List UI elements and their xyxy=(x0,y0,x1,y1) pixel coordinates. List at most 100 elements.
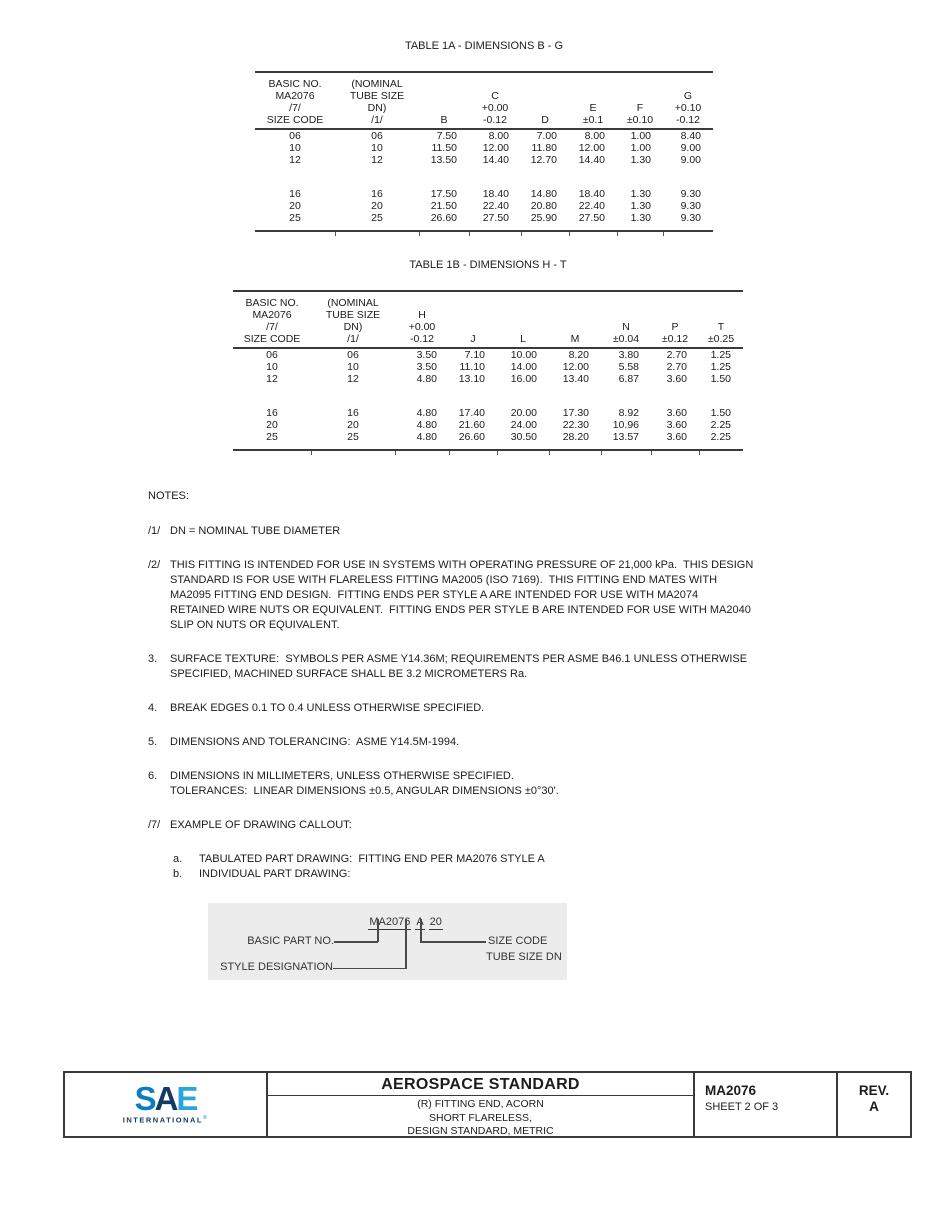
table-cell: 10 xyxy=(347,361,359,373)
table-cell: 3.50 xyxy=(416,349,437,361)
table-cell: 9.00 xyxy=(680,142,701,154)
callout-line xyxy=(334,941,378,943)
column-header: C +0.00 -0.12 xyxy=(469,72,521,130)
table-cell: 20 xyxy=(266,419,278,431)
note-item: 5. DIMENSIONS AND TOLERANCING: ASME Y14.5… xyxy=(148,735,893,750)
table-cell: 13.50 xyxy=(430,154,457,166)
note-item: 3. SURFACE TEXTURE: SYMBOLS PER ASME Y14.… xyxy=(148,652,893,682)
table-cell: 9.30 xyxy=(680,212,701,224)
note-number: 3. xyxy=(148,653,158,665)
table-cell: 12 xyxy=(289,154,301,166)
table-cell: 1.50 xyxy=(710,407,731,419)
note-text: DIMENSIONS AND TOLERANCING: ASME Y14.5M-… xyxy=(170,736,460,748)
subnote-text: INDIVIDUAL PART DRAWING: xyxy=(199,868,351,880)
table-cell: 25 xyxy=(347,431,359,443)
note-number: 5. xyxy=(148,736,158,748)
table-cell: 26.60 xyxy=(430,212,457,224)
table-cell: 12.00 xyxy=(562,361,589,373)
table-cell: 8.92 xyxy=(618,407,639,419)
table-cell: 10.96 xyxy=(612,419,639,431)
subnote-letter: b. xyxy=(173,868,183,880)
table-cell: 1.25 xyxy=(710,361,731,373)
table-cell: 1.30 xyxy=(630,154,651,166)
table-row: 25 25 4.80 26.60 30.50 28.20 13.57 3.60 2.25 xyxy=(233,431,743,443)
table-row: 06 06 7.50 8.00 7.00 8.00 1.00 8.40 xyxy=(255,129,713,142)
column-tick xyxy=(394,449,449,455)
table-cell: 3.60 xyxy=(666,407,687,419)
column-header: F ±0.10 xyxy=(617,72,663,130)
table-cell: 4.80 xyxy=(416,407,437,419)
doc-number: MA2076 xyxy=(705,1083,757,1098)
note-text: THIS FITTING IS INTENDED FOR USE IN SYST… xyxy=(170,559,754,631)
column-header: T ±0.25 xyxy=(699,291,743,349)
table-cell: 2.70 xyxy=(666,361,687,373)
table-cell: 20 xyxy=(289,200,301,212)
note-number: /1/ xyxy=(148,525,161,537)
sae-logo-letter: S xyxy=(134,1080,157,1118)
column-tick xyxy=(568,230,617,236)
column-header: BASIC NO. MA2076 /7/ SIZE CODE xyxy=(255,72,335,130)
column-tick xyxy=(662,230,713,236)
callout-size-token: 20 xyxy=(428,916,443,930)
table-cell: 12.00 xyxy=(482,142,509,154)
table-cell: 06 xyxy=(347,349,359,361)
callout-label-basic: BASIC PART NO. xyxy=(247,935,334,947)
table-cell: 7.10 xyxy=(464,349,485,361)
table-row: 12 12 13.50 14.40 12.70 14.40 1.30 9.00 xyxy=(255,154,713,166)
note-text: SURFACE TEXTURE: SYMBOLS PER ASME Y14.36… xyxy=(170,653,748,680)
table-cell: 10 xyxy=(266,361,278,373)
note-item: /1/DN = NOMINAL TUBE DIAMETER xyxy=(148,524,893,539)
table-cell: 16 xyxy=(289,188,301,200)
table-header-row: BASIC NO. MA2076 /7/ SIZE CODE (NOMINAL T… xyxy=(255,72,713,130)
table-cell: 4.80 xyxy=(416,419,437,431)
table-1b-title: TABLE 1B - DIMENSIONS H - T xyxy=(409,259,567,271)
table-padding-row xyxy=(255,224,713,231)
table-cell: 1.00 xyxy=(630,142,651,154)
callout-diagram: MA2076A20 BASIC PART NO. STYLE DESIGNATI… xyxy=(208,903,567,980)
column-header: N ±0.04 xyxy=(601,291,651,349)
sae-logo-subtext: INTERNATIONAL® xyxy=(122,1115,209,1125)
notes-section: NOTES: /1/DN = NOMINAL TUBE DIAMETER/2/T… xyxy=(148,489,893,882)
footer-title: AEROSPACE STANDARD xyxy=(268,1073,693,1096)
table-cell: 06 xyxy=(371,130,383,142)
column-tick xyxy=(496,449,549,455)
table-padding-row xyxy=(233,443,743,450)
table-cell: 24.00 xyxy=(510,419,537,431)
table-row: 10 10 3.50 11.10 14.00 12.00 5.58 2.70 1.25 xyxy=(233,361,743,373)
table-cell: 30.50 xyxy=(510,431,537,443)
table-cell: 10 xyxy=(371,142,383,154)
table-cell: 12 xyxy=(371,154,383,166)
footer-number-cell: MA2076 SHEET 2 OF 3 xyxy=(695,1073,838,1136)
column-header: H +0.00 -0.12 xyxy=(395,291,449,349)
table-cell: 14.00 xyxy=(510,361,537,373)
table-cell: 25.90 xyxy=(530,212,557,224)
table-cell: 1.30 xyxy=(630,200,651,212)
table-cell: 27.50 xyxy=(482,212,509,224)
subnote-item: b. INDIVIDUAL PART DRAWING: xyxy=(173,867,893,882)
footer-rev-cell: REV. A xyxy=(838,1073,910,1136)
table-cell: 1.30 xyxy=(630,212,651,224)
table-row: 25 25 26.60 27.50 25.90 27.50 1.30 9.30 xyxy=(255,212,713,224)
column-header: M xyxy=(549,291,601,349)
table-cell: 06 xyxy=(289,130,301,142)
table-cell: 17.40 xyxy=(458,407,485,419)
column-tick xyxy=(418,230,469,236)
column-tick xyxy=(448,449,497,455)
column-tick xyxy=(616,230,663,236)
table-cell: 12.00 xyxy=(578,142,605,154)
table-cell: 11.80 xyxy=(531,142,558,154)
note-number: 4. xyxy=(148,702,158,714)
table-cell: 3.60 xyxy=(666,419,687,431)
table-1b: BASIC NO. MA2076 /7/ SIZE CODE (NOMINAL T… xyxy=(233,290,743,455)
table-cell: 26.60 xyxy=(458,431,485,443)
table-cell: 9.30 xyxy=(680,188,701,200)
registered-mark: ® xyxy=(203,1115,209,1122)
subnote-text: TABULATED PART DRAWING: FITTING END PER … xyxy=(199,853,545,865)
column-tick xyxy=(520,230,569,236)
sheet-label: SHEET 2 OF 3 xyxy=(705,1101,779,1113)
table-cell: 20 xyxy=(347,419,359,431)
callout-label-size: SIZE CODE xyxy=(488,935,548,947)
table-cell: 25 xyxy=(289,212,301,224)
table-cell: 12 xyxy=(266,373,278,385)
